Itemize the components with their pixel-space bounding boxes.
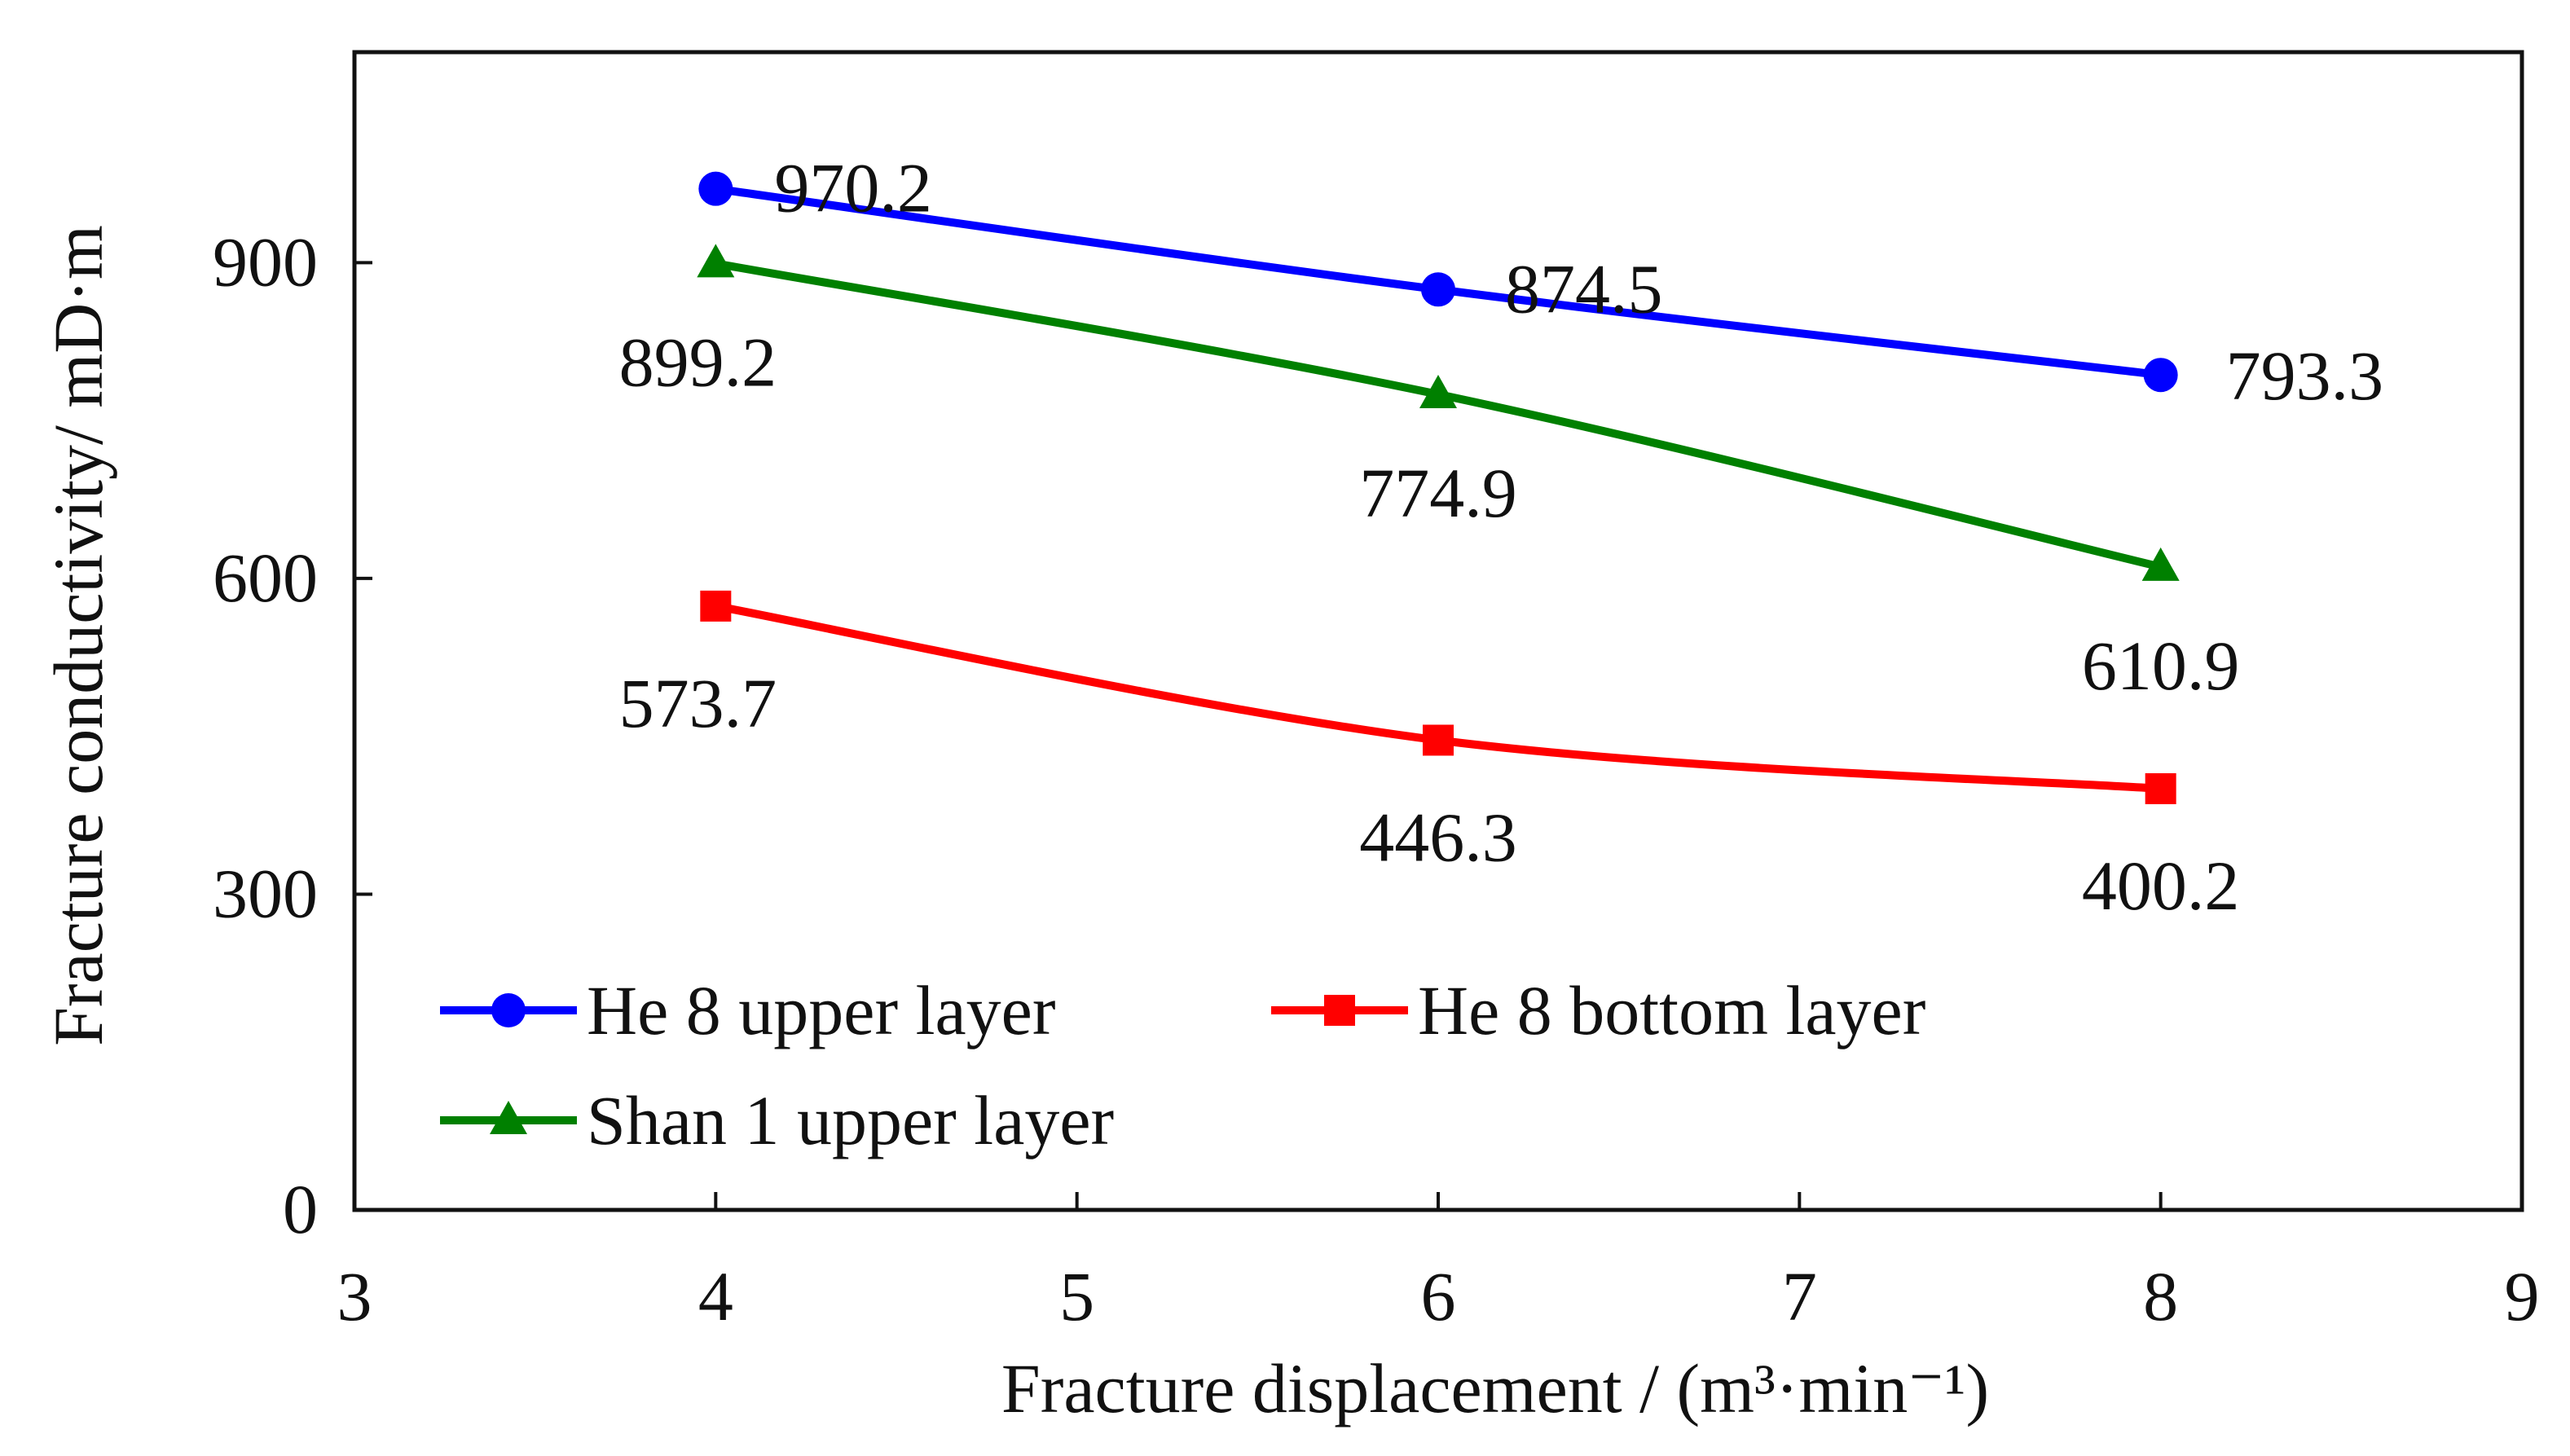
- y-tick-label: 900: [213, 222, 318, 301]
- data-label-he8-upper: 793.3: [2226, 337, 2384, 415]
- legend-marker-he8-bottom: [1324, 995, 1355, 1026]
- data-label-shan1-upper: 899.2: [619, 323, 777, 401]
- legend-marker-he8-upper: [491, 993, 526, 1027]
- data-point-he8-bottom: [2145, 773, 2176, 805]
- data-point-shan1-upper: [2141, 547, 2180, 581]
- y-tick-label: 600: [213, 539, 318, 617]
- data-label-he8-bottom: 400.2: [2082, 847, 2240, 925]
- data-point-shan1-upper: [1419, 374, 1457, 408]
- data-point-shan1-upper: [697, 244, 735, 278]
- legend-label-he8-upper: He 8 upper layer: [587, 971, 1055, 1049]
- data-point-he8-upper: [1421, 272, 1455, 307]
- series-markers: [697, 171, 2180, 805]
- legend: He 8 upper layer He 8 bottom layer Shan 1 …: [440, 971, 1925, 1159]
- x-tick-label: 9: [2505, 1257, 2540, 1335]
- data-point-he8-upper: [2143, 358, 2178, 393]
- legend-label-he8-bottom: He 8 bottom layer: [1418, 971, 1925, 1049]
- data-label-he8-upper: 970.2: [774, 149, 931, 227]
- legend-marker-shan1-upper: [490, 1101, 527, 1134]
- y-axis-title: Fracture conductivity/ mD·m: [39, 225, 117, 1046]
- x-axis-title: Fracture displacement / (m³·min⁻¹): [1001, 1349, 1989, 1427]
- y-tick-label: 300: [213, 854, 318, 932]
- data-labels: 970.2 874.5 793.3 573.7 446.3 400.2 899.2 774.9…: [619, 149, 2384, 925]
- data-label-shan1-upper: 610.9: [2082, 627, 2240, 705]
- x-tick-label: 3: [337, 1257, 372, 1335]
- data-label-shan1-upper: 774.9: [1359, 454, 1517, 532]
- axis-ticks: 3 4 5 6 7 8 9 0 300 600 900: [213, 222, 2540, 1335]
- data-point-he8-bottom: [700, 590, 732, 622]
- data-label-he8-bottom: 573.7: [619, 664, 777, 742]
- data-label-he8-bottom: 446.3: [1359, 798, 1517, 876]
- x-tick-label: 5: [1059, 1257, 1094, 1335]
- x-tick-label: 7: [1782, 1257, 1817, 1335]
- data-label-he8-upper: 874.5: [1505, 249, 1663, 328]
- data-point-he8-upper: [698, 171, 733, 206]
- x-tick-label: 6: [1421, 1257, 1456, 1335]
- data-point-he8-bottom: [1423, 724, 1454, 756]
- legend-label-shan1-upper: Shan 1 upper layer: [587, 1081, 1114, 1159]
- x-tick-label: 8: [2143, 1257, 2178, 1335]
- y-tick-label: 0: [283, 1170, 318, 1248]
- x-tick-label: 4: [698, 1257, 733, 1335]
